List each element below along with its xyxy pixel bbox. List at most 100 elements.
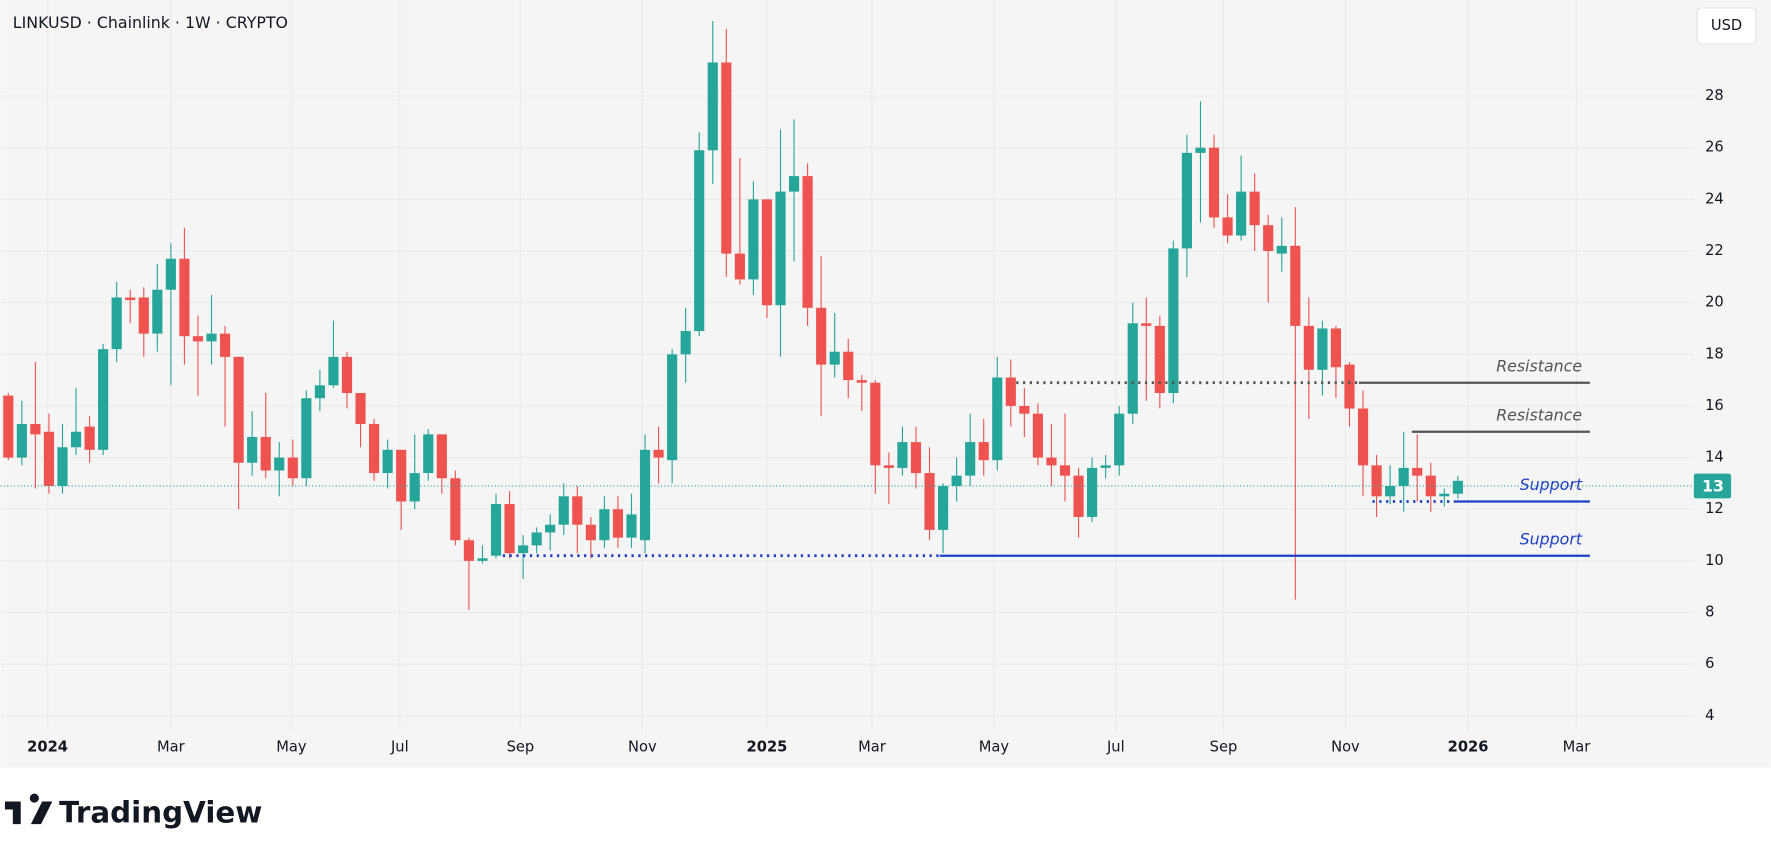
candle-body (382, 449, 393, 474)
candle-body (30, 424, 41, 435)
level-label: Resistance (1496, 405, 1582, 424)
candle-body (341, 356, 353, 394)
candle-body (1236, 191, 1247, 236)
candle-body (951, 475, 962, 486)
candle-body (1032, 413, 1043, 458)
x-tick-label: May (276, 738, 307, 755)
y-tick-label: 22 (1705, 242, 1724, 259)
candle-body (545, 524, 556, 533)
candle-body (585, 524, 596, 541)
candle-body (653, 449, 664, 458)
candle-body (612, 509, 624, 538)
candle-body (233, 356, 244, 463)
y-tick-label: 14 (1705, 449, 1724, 466)
candle-body (910, 442, 922, 474)
y-tick-label: 24 (1705, 190, 1724, 207)
candle-body (1412, 467, 1423, 476)
candle-body (287, 457, 298, 479)
candle-body (992, 377, 1003, 461)
candle-body (518, 545, 529, 554)
candle-body (274, 457, 285, 471)
logo-text: TradingView (59, 795, 262, 829)
candle-body (423, 434, 434, 474)
candle-body (1181, 152, 1193, 249)
y-tick-label: 28 (1705, 87, 1724, 104)
candle-body (1263, 225, 1274, 251)
candle-body (1087, 467, 1098, 517)
candle-body (1046, 457, 1057, 466)
chart-background (0, 0, 1770, 768)
candle-body (1290, 245, 1301, 326)
y-tick-label: 16 (1705, 397, 1724, 414)
candle-body (1398, 467, 1409, 486)
candle-body (558, 496, 569, 525)
candle-body (883, 465, 894, 468)
candle-body (856, 380, 867, 383)
candle-body (1303, 325, 1314, 370)
candle-body (1168, 248, 1179, 394)
candle-body (138, 297, 149, 334)
x-tick-label: 2025 (747, 738, 788, 755)
tradingview-logo: TradingView (4, 793, 262, 829)
candle-body (43, 431, 55, 486)
candle-body (802, 176, 813, 308)
candle-body (1195, 147, 1206, 153)
candle-body (829, 351, 840, 365)
candle-body (1127, 323, 1138, 414)
candle-body (98, 349, 109, 450)
currency-label[interactable]: USD (1711, 17, 1742, 34)
candle-body (965, 442, 976, 476)
candle-body (57, 447, 68, 486)
candle-body (1005, 377, 1016, 406)
candle-body (531, 532, 542, 546)
candle-body (761, 199, 773, 306)
x-tick-label: 2026 (1448, 738, 1489, 755)
candle-body (1317, 328, 1328, 370)
y-tick-label: 26 (1705, 139, 1724, 156)
candle-body (179, 258, 190, 337)
candle-body (626, 514, 637, 538)
candle-body (206, 333, 217, 342)
candle-body (1222, 217, 1233, 236)
candle-body (152, 289, 163, 334)
candle-body (450, 478, 461, 541)
candle-body (639, 449, 651, 541)
candle-body (870, 382, 881, 466)
candle-body (396, 449, 407, 502)
candle-body (707, 62, 718, 151)
candle-body (1357, 408, 1369, 466)
candle-body (70, 431, 82, 448)
x-tick-label: May (979, 738, 1010, 755)
y-tick-label: 10 (1705, 552, 1724, 569)
candle-body (3, 395, 14, 458)
candle-body (734, 253, 745, 280)
last-price-tag (1693, 473, 1732, 499)
candle-body (260, 436, 271, 471)
candle-body (1249, 191, 1260, 226)
candle-body (409, 473, 420, 502)
currency-button[interactable] (1696, 7, 1757, 45)
x-tick-label: Sep (1210, 738, 1238, 755)
candle-body (165, 258, 176, 290)
level-label: Resistance (1496, 356, 1582, 375)
x-tick-label: Jul (390, 738, 409, 755)
candle-body (694, 150, 705, 332)
candle-body (816, 307, 827, 365)
x-tick-label: Mar (1563, 738, 1592, 755)
plot-area: Resistance Resistance Support Support (0, 21, 1694, 610)
candle-body (1385, 485, 1396, 497)
candle-body (775, 191, 786, 306)
chart-title: LINKUSD · Chainlink · 1W · CRYPTO (13, 13, 288, 32)
candle-body (301, 398, 312, 479)
candle-body (111, 297, 122, 350)
candle-body (314, 385, 325, 399)
x-tick-label: 2024 (27, 738, 68, 755)
candle-body (1208, 147, 1220, 218)
y-tick-label: 18 (1705, 345, 1724, 362)
x-tick-label: Mar (157, 738, 186, 755)
candle-body (572, 496, 583, 525)
x-tick-label: Jul (1106, 738, 1125, 755)
candle-body (1276, 245, 1287, 254)
candle-body (355, 393, 366, 425)
